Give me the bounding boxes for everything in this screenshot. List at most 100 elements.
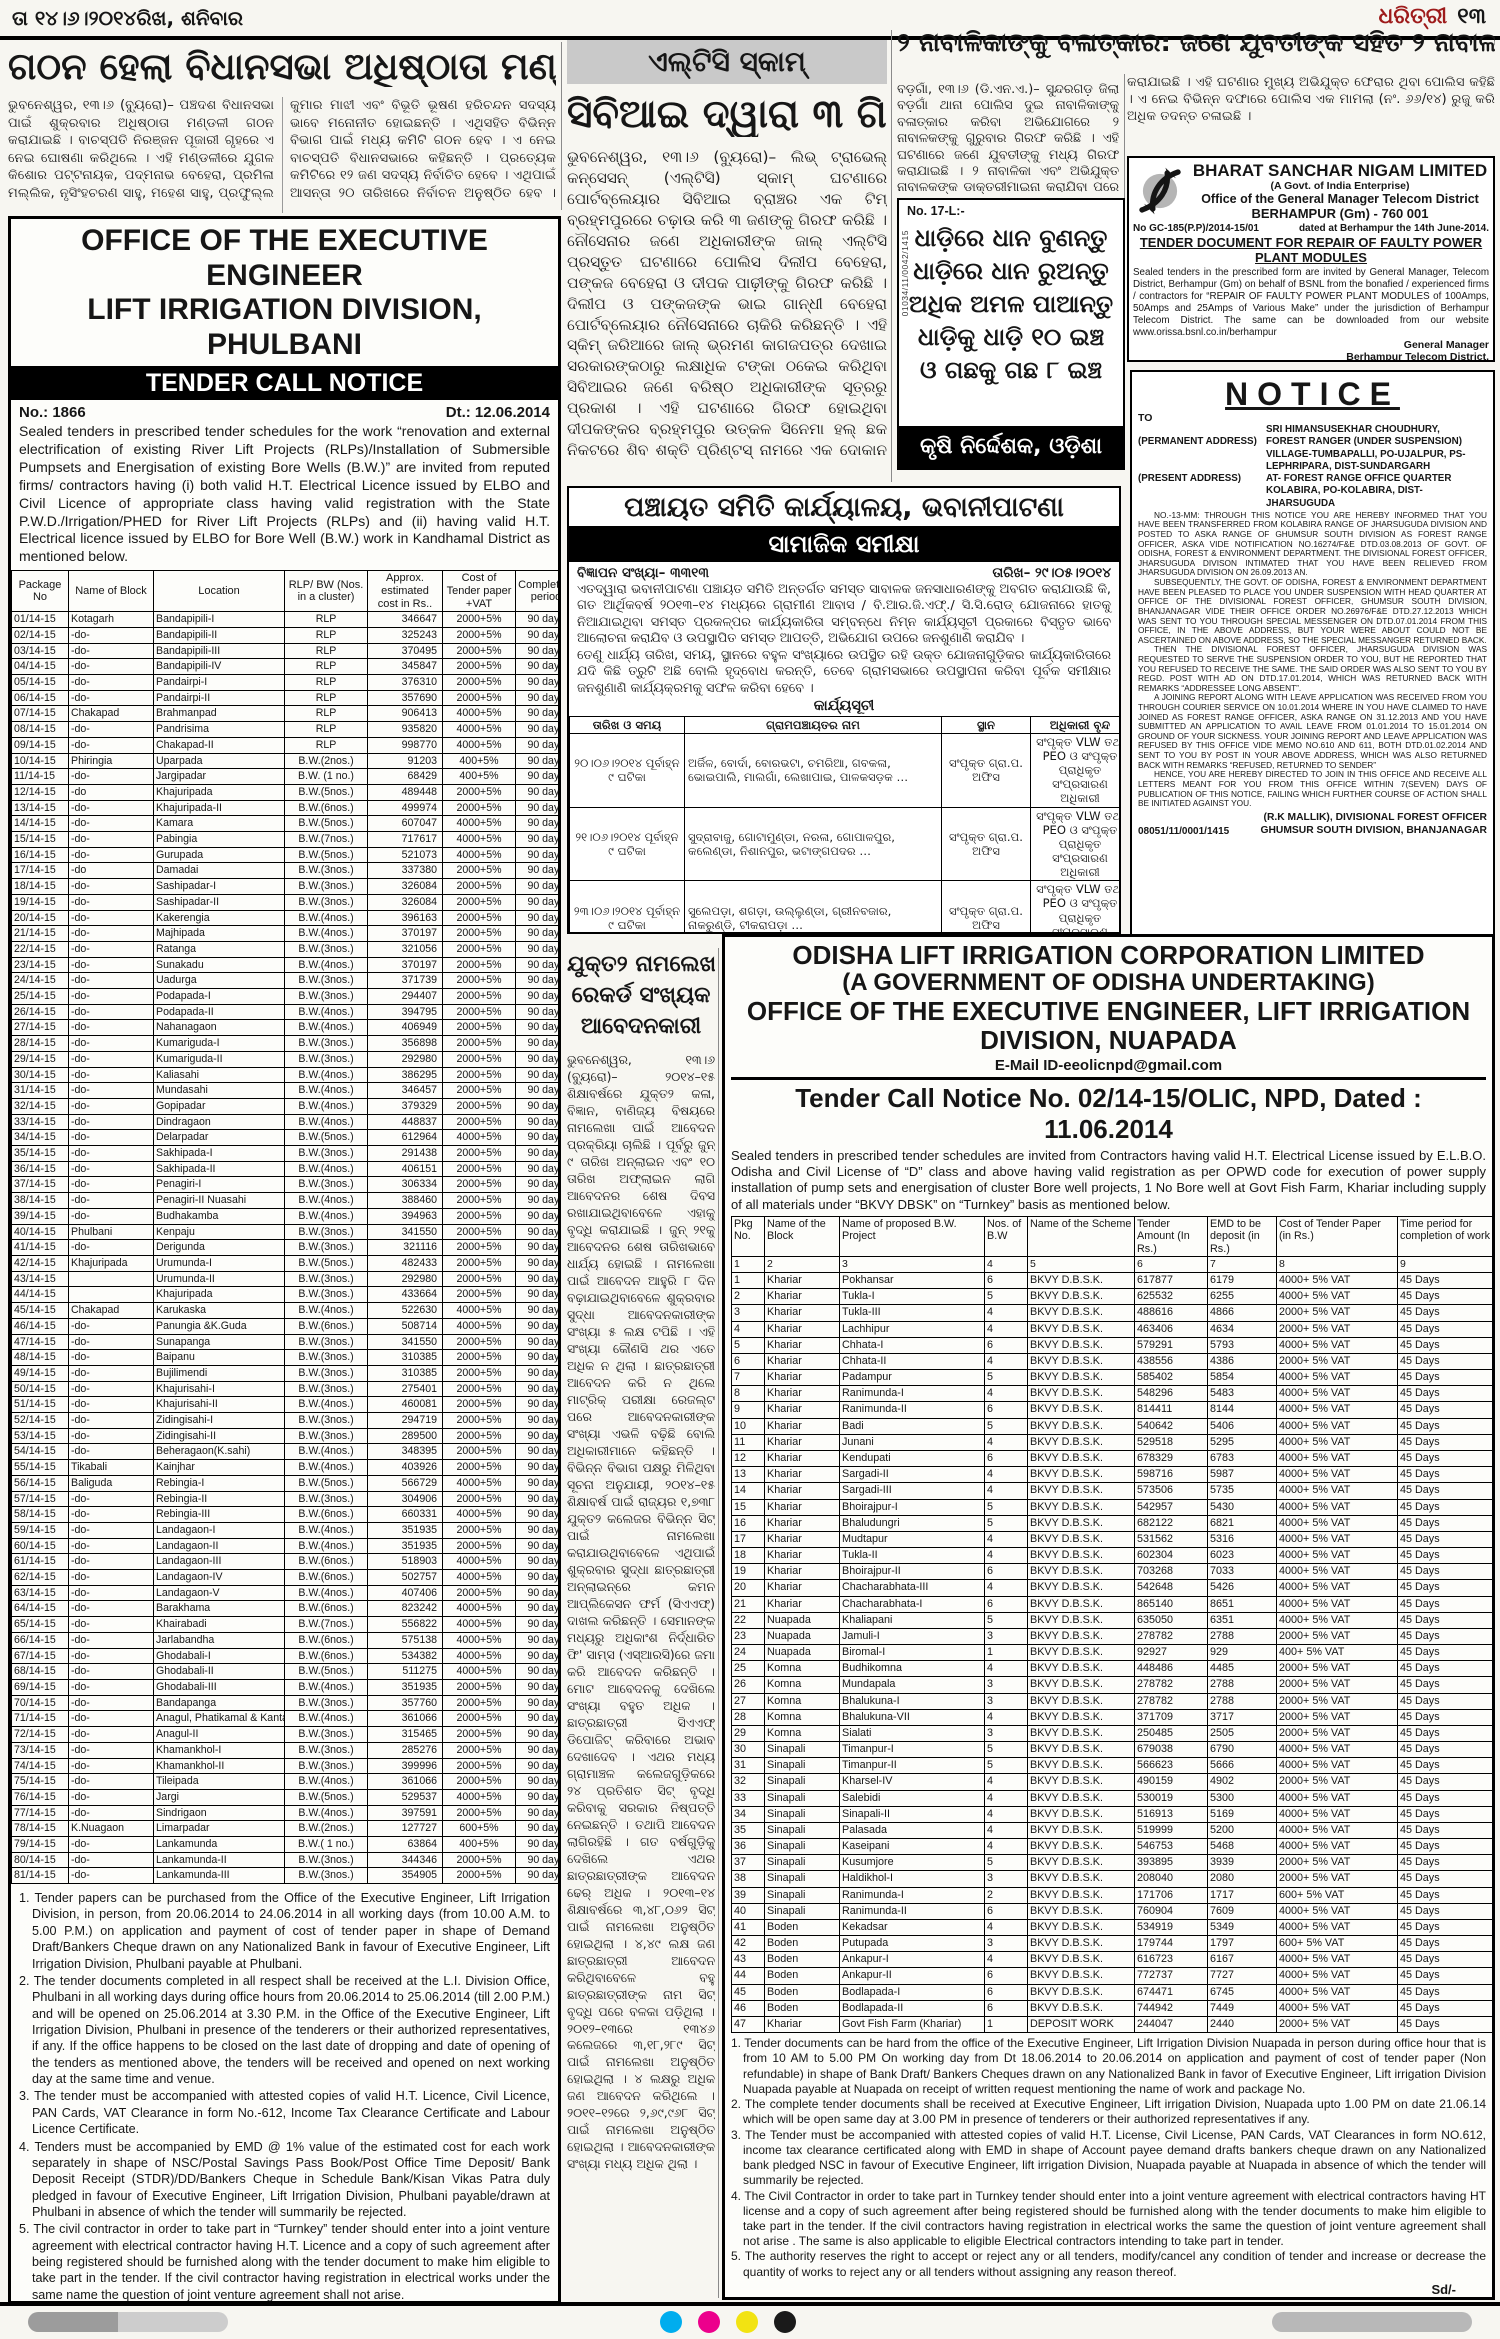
table-cell: Khariar <box>764 1498 840 1516</box>
column-index: 1 <box>731 1256 765 1274</box>
table-cell: 40/14-15 <box>11 1223 69 1241</box>
table-cell: 2000+5% <box>442 1678 516 1696</box>
table-cell: 865140 <box>1134 1595 1208 1613</box>
table-cell: Khariar <box>764 1417 840 1435</box>
table-cell: BKVY D.B.S.K. <box>1027 1563 1135 1581</box>
table-cell: Pandrisima <box>153 721 285 738</box>
table-cell: 4000+ 5% VAT <box>1276 1999 1398 2018</box>
table-cell: 90 days <box>515 1097 558 1115</box>
table-cell: B.W.(4nos.) <box>284 1710 368 1728</box>
olic-title-line2: (A GOVERNMENT OF ODISHA UNDERTAKING) <box>842 969 1375 997</box>
table-cell: 77/14-15 <box>11 1804 69 1822</box>
table-cell: 2000+5% <box>442 1726 516 1743</box>
table-cell: 90 days <box>515 1255 558 1272</box>
bsnl-title: BHARAT SANCHAR NIGAM LIMITED <box>1192 161 1488 180</box>
admission-article: ଯୁକ୍ତ୨ ନାମଲେଖା ରେକର୍ଡ ସଂଖ୍ୟକ ଆବେଦନକାରୀ ଭ… <box>567 950 715 2282</box>
table-cell: Urumunda-II <box>153 1270 285 1288</box>
table-cell: 4000+5% <box>442 1474 516 1492</box>
table-cell: Mundasahi <box>153 1082 285 1099</box>
table-cell: BKVY D.B.S.K. <box>1027 1773 1135 1791</box>
table-row: 34/14-15 -do- Delarpadar B.W.(5nos.) 612964 4… <box>11 1129 558 1147</box>
table-cell: Bhoirajpur-II <box>839 1563 985 1581</box>
table-cell: 2000+5% <box>442 1286 516 1304</box>
table-cell: DEPOSIT WORK <box>1027 2015 1135 2034</box>
table-cell: 2000+ 5% VAT <box>1276 1692 1398 1710</box>
table-row: 36/14-15 -do- Sakhipada-II B.W.(4nos.) 40615… <box>11 1160 558 1178</box>
table-cell: BKVY D.B.S.K. <box>1027 1352 1135 1371</box>
table-cell: -do- <box>68 972 154 990</box>
address-label <box>1138 424 1266 436</box>
table-cell: Lankamunda-III <box>153 1867 285 1885</box>
table-cell: B.W.(4nos.) <box>284 1192 368 1209</box>
column-index: 3 <box>839 1256 985 1274</box>
table-cell: Jargi <box>153 1788 285 1806</box>
table-cell: 208040 <box>1134 1870 1208 1888</box>
table-cell: 90 days <box>515 972 558 990</box>
phulbani-meta: No.: 1866 Dt.: 12.06.2014 <box>11 402 558 423</box>
table-cell: 1717 <box>1207 1886 1277 1904</box>
table-row: 48/14-15 -do- Baipanu B.W.(3nos.) 310385 2000… <box>11 1349 558 1366</box>
table-cell: BKVY D.B.S.K. <box>1027 1935 1135 1953</box>
table-cell: -do- <box>68 925 154 942</box>
table-cell: Chakapad-II <box>153 736 285 754</box>
table-cell: B.W.(4nos.) <box>284 1521 368 1539</box>
table-cell: 90 days <box>515 1694 558 1712</box>
table-cell: 46 <box>731 1999 765 2018</box>
table-cell: 90 days <box>515 1270 558 1288</box>
table-cell: Bandapanga <box>153 1694 285 1712</box>
table-cell: Khariar <box>764 1449 840 1468</box>
table-row: 74/14-15 -do- Khamankhol-II B.W.(3nos.) 3999… <box>11 1757 558 1775</box>
registration-marks <box>660 2311 796 2333</box>
table-cell: Kakerengia <box>153 909 285 927</box>
table-row: 03/14-15 -do- Bandapipili-III RLP 370495 2000… <box>11 642 558 660</box>
table-cell: BKVY D.B.S.K. <box>1027 1369 1135 1387</box>
table-cell: B.W.(4nos.) <box>284 1537 368 1555</box>
table-cell: 2000+5% <box>442 1867 516 1885</box>
table-cell: Palasada <box>839 1821 985 1840</box>
admission-headline-line: ଆବେଦନକାରୀ <box>580 1013 702 1039</box>
table-cell: 45 Days <box>1397 1951 1492 1969</box>
table-cell: 4000+5% <box>442 1647 516 1665</box>
table-cell: 2000+ 5% VAT <box>1276 1870 1398 1888</box>
table-cell: B.W.(6nos.) <box>284 799 368 817</box>
table-cell: 4000+5% <box>442 1600 516 1618</box>
table-cell: 28 <box>731 1708 765 1726</box>
table-row: 13/14-15 -do- Khajuripada-II B.W.(6nos.) 499… <box>11 799 558 817</box>
table-row: 44/14-15 Khajuripada B.W.(3nos.) 433664 2000… <box>11 1286 558 1304</box>
table-row: 64/14-15 -do- Barakhama B.W.(6nos.) 823242 40… <box>11 1600 558 1618</box>
table-cell: 682122 <box>1134 1514 1208 1532</box>
olic-title-line1: ODISHA LIFT IRRIGATION CORPORATION LIMIT… <box>792 940 1425 970</box>
table-cell: 90 days <box>515 1820 558 1838</box>
ad-line: ଅଧିକ ଅମଳ ପାଆନ୍ତୁ <box>908 289 1114 318</box>
table-row: 53/14-15 -do- Zidingisahi-II B.W.(3nos.) 289… <box>11 1427 558 1445</box>
table-cell: 2000+5% <box>442 1741 516 1759</box>
panchayat-para1: ଏତଦ୍ୱାରା ଭବାନୀପାଟଣା ପଞ୍ଚାୟତ ସମିତି ଅନ୍ତର୍… <box>577 582 1111 646</box>
table-cell: 5295 <box>1207 1433 1277 1451</box>
minor-article-headline: ୨ ନାବାଳିକାଙ୍କୁ ବଳାତ୍କାର: ଜଣେ ଯୁବତୀଙ୍କ ସହ… <box>897 28 1495 58</box>
list-item: NO.-13-MM: THROUGH THIS NOTICE YOU ARE H… <box>1138 509 1487 578</box>
table-cell: RLP <box>284 721 368 738</box>
table-cell: B.W.(3nos.) <box>284 1239 368 1256</box>
table-cell: Sinapali <box>764 1886 840 1904</box>
column-divider <box>718 948 719 2298</box>
table-cell: 4000+ 5% VAT <box>1276 1336 1398 1354</box>
table-cell: 5200 <box>1207 1821 1277 1840</box>
table-cell: -do- <box>68 721 154 738</box>
table-cell: -do- <box>68 1663 154 1680</box>
table-row: 10 Khariar Badi 5 BKVY D.B.S.K. 540642 5406 400… <box>731 1417 1492 1435</box>
table-cell: 5 <box>984 1288 1028 1306</box>
table-cell: B.W.(5nos.) <box>284 1663 368 1680</box>
table-cell: 5 <box>984 1741 1028 1759</box>
ad-slogan-lines: ଧାଡ଼ିରେ ଧାନ ବୁଣନ୍ତୁ ଧାଡ଼ିରେ ଧାନ ରୁଅନ୍ତୁ … <box>899 222 1123 386</box>
table-row: 62/14-15 -do- Landagaon-IV B.W.(6nos.) 50275… <box>11 1569 558 1586</box>
table-cell: 17 <box>731 1530 765 1549</box>
table-cell: Tukla-III <box>839 1304 985 1322</box>
table-cell: 45 Days <box>1397 1417 1492 1435</box>
table-cell: Nahanagaon <box>153 1019 285 1037</box>
bsnl-heading: TENDER DOCUMENT FOR REPAIR OF FAULTY POW… <box>1139 234 1483 266</box>
table-cell: B.W.(3nos.) <box>284 1490 368 1508</box>
table-cell: 5987 <box>1207 1466 1277 1484</box>
table-cell: 90 days <box>515 1757 558 1775</box>
table-cell: 351935 <box>367 1521 443 1539</box>
table-cell: -do- <box>68 673 154 691</box>
